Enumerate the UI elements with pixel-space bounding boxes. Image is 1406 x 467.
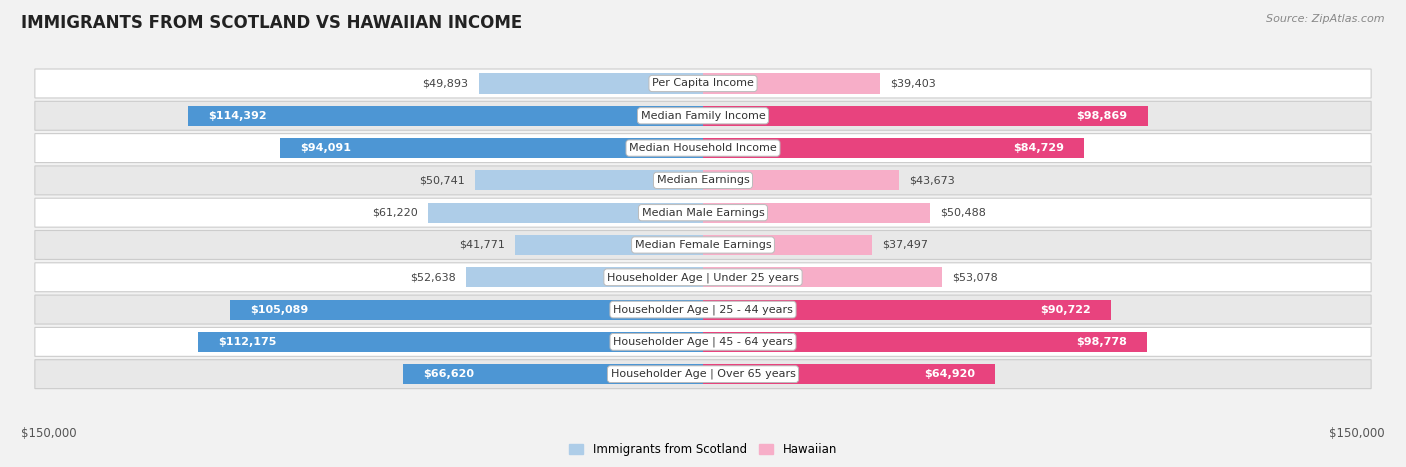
FancyBboxPatch shape: [35, 101, 1371, 130]
Text: $53,078: $53,078: [952, 272, 998, 282]
Bar: [703, 203, 931, 223]
Bar: [703, 332, 1147, 352]
Bar: [404, 364, 703, 384]
Text: Median Male Earnings: Median Male Earnings: [641, 208, 765, 218]
Text: Source: ZipAtlas.com: Source: ZipAtlas.com: [1267, 14, 1385, 24]
Bar: [188, 106, 703, 126]
Text: $61,220: $61,220: [371, 208, 418, 218]
Text: $49,893: $49,893: [422, 78, 468, 88]
Text: Median Household Income: Median Household Income: [628, 143, 778, 153]
FancyBboxPatch shape: [35, 166, 1371, 195]
FancyBboxPatch shape: [35, 198, 1371, 227]
Text: Householder Age | 25 - 44 years: Householder Age | 25 - 44 years: [613, 304, 793, 315]
Text: $112,175: $112,175: [218, 337, 277, 347]
FancyBboxPatch shape: [35, 327, 1371, 356]
Text: $37,497: $37,497: [882, 240, 928, 250]
Text: $150,000: $150,000: [21, 427, 77, 440]
Bar: [703, 364, 995, 384]
Text: $84,729: $84,729: [1012, 143, 1064, 153]
Text: $150,000: $150,000: [1329, 427, 1385, 440]
Text: $64,920: $64,920: [924, 369, 974, 379]
FancyBboxPatch shape: [35, 263, 1371, 292]
Text: $41,771: $41,771: [460, 240, 505, 250]
Bar: [231, 299, 703, 319]
Bar: [198, 332, 703, 352]
Bar: [703, 299, 1111, 319]
FancyBboxPatch shape: [35, 231, 1371, 260]
FancyBboxPatch shape: [35, 69, 1371, 98]
Bar: [703, 138, 1084, 158]
Bar: [703, 235, 872, 255]
Text: $105,089: $105,089: [250, 304, 309, 315]
Text: Householder Age | Over 65 years: Householder Age | Over 65 years: [610, 369, 796, 379]
Bar: [280, 138, 703, 158]
FancyBboxPatch shape: [35, 360, 1371, 389]
Text: $114,392: $114,392: [208, 111, 267, 121]
Text: Householder Age | Under 25 years: Householder Age | Under 25 years: [607, 272, 799, 283]
Bar: [703, 170, 900, 191]
Text: $94,091: $94,091: [299, 143, 352, 153]
Bar: [467, 267, 703, 287]
Text: Median Female Earnings: Median Female Earnings: [634, 240, 772, 250]
Legend: Immigrants from Scotland, Hawaiian: Immigrants from Scotland, Hawaiian: [569, 444, 837, 456]
Text: Householder Age | 45 - 64 years: Householder Age | 45 - 64 years: [613, 337, 793, 347]
Text: $50,488: $50,488: [941, 208, 986, 218]
Bar: [703, 73, 880, 93]
Text: $50,741: $50,741: [419, 176, 464, 185]
Text: $90,722: $90,722: [1040, 304, 1091, 315]
FancyBboxPatch shape: [35, 295, 1371, 324]
Text: $39,403: $39,403: [890, 78, 936, 88]
Bar: [515, 235, 703, 255]
Text: Per Capita Income: Per Capita Income: [652, 78, 754, 88]
Text: Median Family Income: Median Family Income: [641, 111, 765, 121]
Text: $43,673: $43,673: [910, 176, 955, 185]
Text: IMMIGRANTS FROM SCOTLAND VS HAWAIIAN INCOME: IMMIGRANTS FROM SCOTLAND VS HAWAIIAN INC…: [21, 14, 523, 32]
Bar: [478, 73, 703, 93]
Text: $66,620: $66,620: [423, 369, 474, 379]
Text: $98,778: $98,778: [1077, 337, 1128, 347]
FancyBboxPatch shape: [35, 134, 1371, 163]
Text: $98,869: $98,869: [1077, 111, 1128, 121]
Bar: [703, 267, 942, 287]
Text: $52,638: $52,638: [411, 272, 456, 282]
Bar: [703, 106, 1147, 126]
Bar: [427, 203, 703, 223]
Text: Median Earnings: Median Earnings: [657, 176, 749, 185]
Bar: [475, 170, 703, 191]
